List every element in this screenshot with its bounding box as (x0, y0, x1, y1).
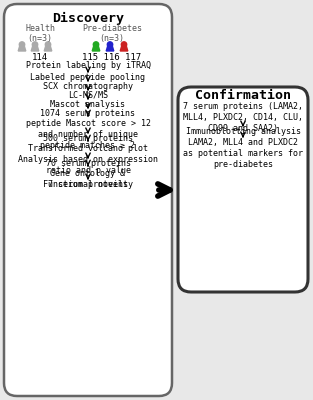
Text: 115 116 117: 115 116 117 (82, 53, 141, 62)
Circle shape (32, 42, 38, 47)
Polygon shape (92, 46, 100, 51)
Text: Discovery: Discovery (52, 12, 124, 25)
Text: Immunoblotting analysis: Immunoblotting analysis (186, 127, 300, 136)
Circle shape (107, 42, 113, 47)
Text: LAMA2, MLL4 and PLXDC2
as potential markers for
pre-diabetes: LAMA2, MLL4 and PLXDC2 as potential mark… (183, 138, 303, 169)
Polygon shape (31, 46, 39, 51)
Text: Labeled peptide pooling: Labeled peptide pooling (30, 73, 146, 82)
Text: 1074 serum proteins: 1074 serum proteins (40, 109, 136, 118)
Circle shape (93, 42, 99, 47)
Text: Pre-diabetes
(n=3): Pre-diabetes (n=3) (82, 24, 142, 43)
Text: Protein labeling by iTRAQ: Protein labeling by iTRAQ (25, 61, 151, 70)
Text: Health
(n=3): Health (n=3) (25, 24, 55, 43)
Text: 7 serum proteins: 7 serum proteins (48, 180, 128, 189)
Text: Confirmation: Confirmation (195, 89, 291, 102)
Polygon shape (18, 46, 26, 51)
Text: 7 serum proteins (LAMA2,
MLL4, PLXDC2, CD14, CLU,
CD99 and SAA2): 7 serum proteins (LAMA2, MLL4, PLXDC2, C… (183, 102, 303, 133)
Circle shape (45, 42, 51, 47)
Text: peptide Mascot score > 12
and number of unique
peptide matches ≥ 2: peptide Mascot score > 12 and number of … (25, 119, 151, 150)
Text: Transformed volcano plot
Analysis based on expression
ratio and p value: Transformed volcano plot Analysis based … (18, 144, 158, 175)
Text: Mascot analysis: Mascot analysis (50, 100, 126, 109)
Text: 70 serum proteins: 70 serum proteins (45, 159, 131, 168)
Circle shape (121, 42, 127, 47)
Circle shape (19, 42, 25, 47)
FancyBboxPatch shape (4, 4, 172, 396)
Text: 114: 114 (32, 53, 48, 62)
Polygon shape (120, 46, 128, 51)
Polygon shape (106, 46, 114, 51)
Text: LC-MS/MS: LC-MS/MS (68, 91, 108, 100)
Text: SCX chromatography: SCX chromatography (43, 82, 133, 91)
Polygon shape (44, 46, 52, 51)
Text: Gene ontology &
Functional novelty: Gene ontology & Functional novelty (43, 169, 133, 189)
Text: 500 serum proteins: 500 serum proteins (43, 134, 133, 143)
FancyBboxPatch shape (178, 87, 308, 292)
